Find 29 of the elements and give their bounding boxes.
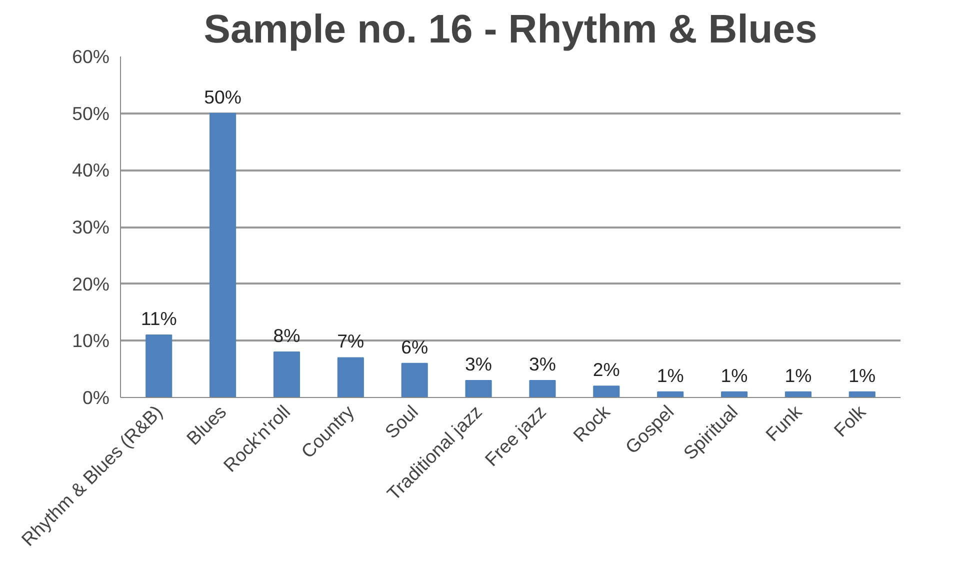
data-label: 3%	[465, 353, 492, 374]
data-label: 50%	[204, 86, 242, 108]
chart-title: Sample no. 16 - Rhythm & Blues	[204, 8, 818, 52]
data-label: 1%	[656, 364, 684, 386]
data-label: 1%	[784, 364, 812, 386]
bar	[465, 380, 492, 398]
y-tick-label: 50%	[72, 102, 110, 124]
data-label: 1%	[720, 364, 748, 386]
y-tick-label: 30%	[72, 216, 110, 238]
bar	[401, 362, 428, 398]
y-tick-label: 10%	[72, 330, 110, 352]
data-label: 8%	[273, 325, 300, 346]
y-tick-label: 20%	[72, 273, 110, 294]
bar	[337, 357, 364, 398]
y-tick-label: 40%	[72, 160, 110, 181]
bar	[273, 352, 300, 398]
data-label: 2%	[592, 359, 620, 380]
data-label: 6%	[401, 336, 428, 358]
bar	[593, 386, 620, 398]
data-label: 11%	[140, 308, 177, 329]
y-tick-label: 60%	[72, 46, 110, 67]
data-label: 3%	[528, 353, 556, 374]
data-label: 7%	[337, 330, 364, 352]
bar	[210, 112, 236, 398]
bar	[146, 334, 172, 398]
bar	[529, 380, 556, 398]
y-tick-label: 0%	[82, 387, 110, 408]
x-tick-label: Folk	[830, 400, 870, 441]
data-label: 1%	[848, 364, 876, 386]
